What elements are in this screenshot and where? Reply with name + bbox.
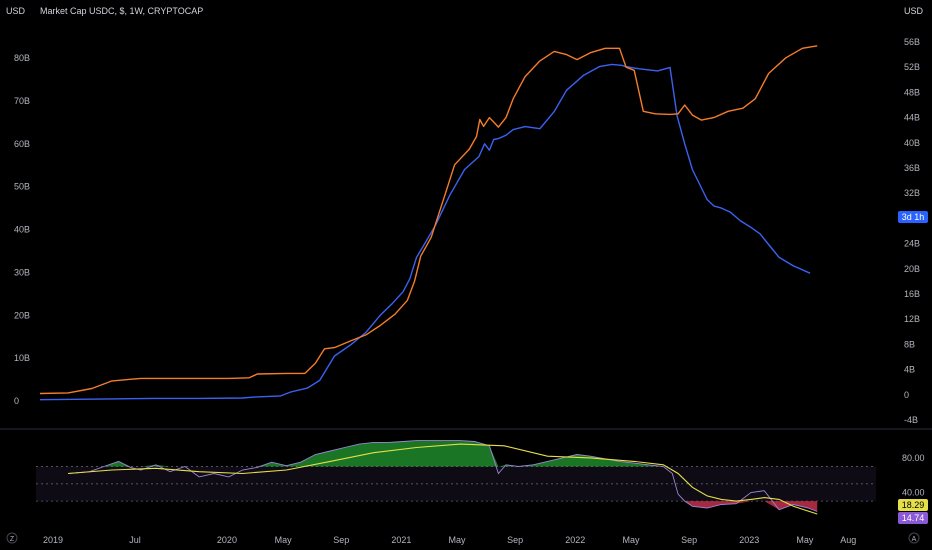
chart-title: Market Cap USDC, $, 1W, CRYPTOCAP <box>40 6 203 16</box>
right-axis-ticks: -4B04B8B12B16B20B24B28B32B36B40B44B48B52… <box>904 37 920 425</box>
rsi-axis-tick: 80.00 <box>902 453 925 463</box>
left-axis-tick: 20B <box>14 310 30 320</box>
time-axis-ticks: 2019 Jul 2020 May Sep 2021 May Sep 2022 May Sep 202… <box>43 535 856 545</box>
time-axis-tick: Sep <box>333 535 349 545</box>
rsi-oversold-fill <box>68 501 818 512</box>
time-axis-tick: May <box>622 535 640 545</box>
rsi-overbought-fill <box>68 440 818 467</box>
right-axis-tick: 8B <box>904 339 915 349</box>
rsi-axis-tick: 40.00 <box>902 487 925 497</box>
left-axis-tick: 10B <box>14 353 30 363</box>
left-axis-tick: 30B <box>14 267 30 277</box>
time-axis-tick: 2020 <box>217 535 237 545</box>
rsi-ma-badge <box>898 512 928 524</box>
left-axis-tick: 50B <box>14 182 30 192</box>
blue-series-line <box>39 63 811 401</box>
time-axis-tick: May <box>275 535 293 545</box>
auto-scale-icon-glyph: A <box>912 536 917 543</box>
rsi-value-badge <box>898 499 928 511</box>
time-axis-tick: May <box>449 535 467 545</box>
time-axis-tick: Sep <box>507 535 523 545</box>
time-axis-tick: 2022 <box>565 535 585 545</box>
right-axis-tick: 40B <box>904 138 920 148</box>
orange-series-line <box>39 45 818 395</box>
right-axis-tick: 16B <box>904 289 920 299</box>
right-axis-tick: 12B <box>904 314 920 324</box>
time-axis-tick: 2021 <box>391 535 411 545</box>
auto-scale-icon[interactable] <box>908 532 920 544</box>
price-series <box>39 45 818 401</box>
rsi-ma-line <box>68 443 818 515</box>
rsi-pane <box>36 440 876 515</box>
timezone-icon[interactable] <box>6 532 18 544</box>
rsi-axis-ticks: 80.00 40.00 <box>902 453 925 498</box>
rsi-value-label: 18.29 <box>902 500 925 510</box>
right-axis-tick: 44B <box>904 113 920 123</box>
countdown-badge <box>898 211 928 223</box>
rsi-line <box>68 440 818 512</box>
left-axis-currency: USD <box>6 6 26 16</box>
left-axis-ticks: 0 10B 20B 30B 40B 50B 60B 70B 80B <box>14 53 30 406</box>
right-axis-tick: 0 <box>904 390 909 400</box>
left-axis-tick: 60B <box>14 139 30 149</box>
time-axis-tick: 2019 <box>43 535 63 545</box>
countdown-label: 3d 1h <box>902 212 925 222</box>
right-axis-tick: 20B <box>904 264 920 274</box>
right-axis-tick: -4B <box>904 415 918 425</box>
time-axis-tick: 2023 <box>739 535 759 545</box>
right-axis-tick: 24B <box>904 239 920 249</box>
left-axis-tick: 40B <box>14 225 30 235</box>
right-axis-tick: 48B <box>904 87 920 97</box>
time-axis-tick: Jul <box>129 535 141 545</box>
left-axis-tick: 80B <box>14 53 30 63</box>
time-axis-tick: Sep <box>681 535 697 545</box>
timezone-icon-glyph: Z <box>10 536 15 543</box>
rsi-ma-label: 14.74 <box>902 513 925 523</box>
right-axis-tick: 36B <box>904 163 920 173</box>
time-axis-tick: Aug <box>840 535 856 545</box>
left-axis-tick: 70B <box>14 96 30 106</box>
right-axis-tick: 32B <box>904 188 920 198</box>
right-axis-tick: 52B <box>904 62 920 72</box>
right-axis-currency: USD <box>904 6 924 16</box>
right-axis-tick: 4B <box>904 365 915 375</box>
time-axis-tick: May <box>796 535 814 545</box>
right-axis-tick: 56B <box>904 37 920 47</box>
left-axis-tick: 0 <box>14 396 19 406</box>
